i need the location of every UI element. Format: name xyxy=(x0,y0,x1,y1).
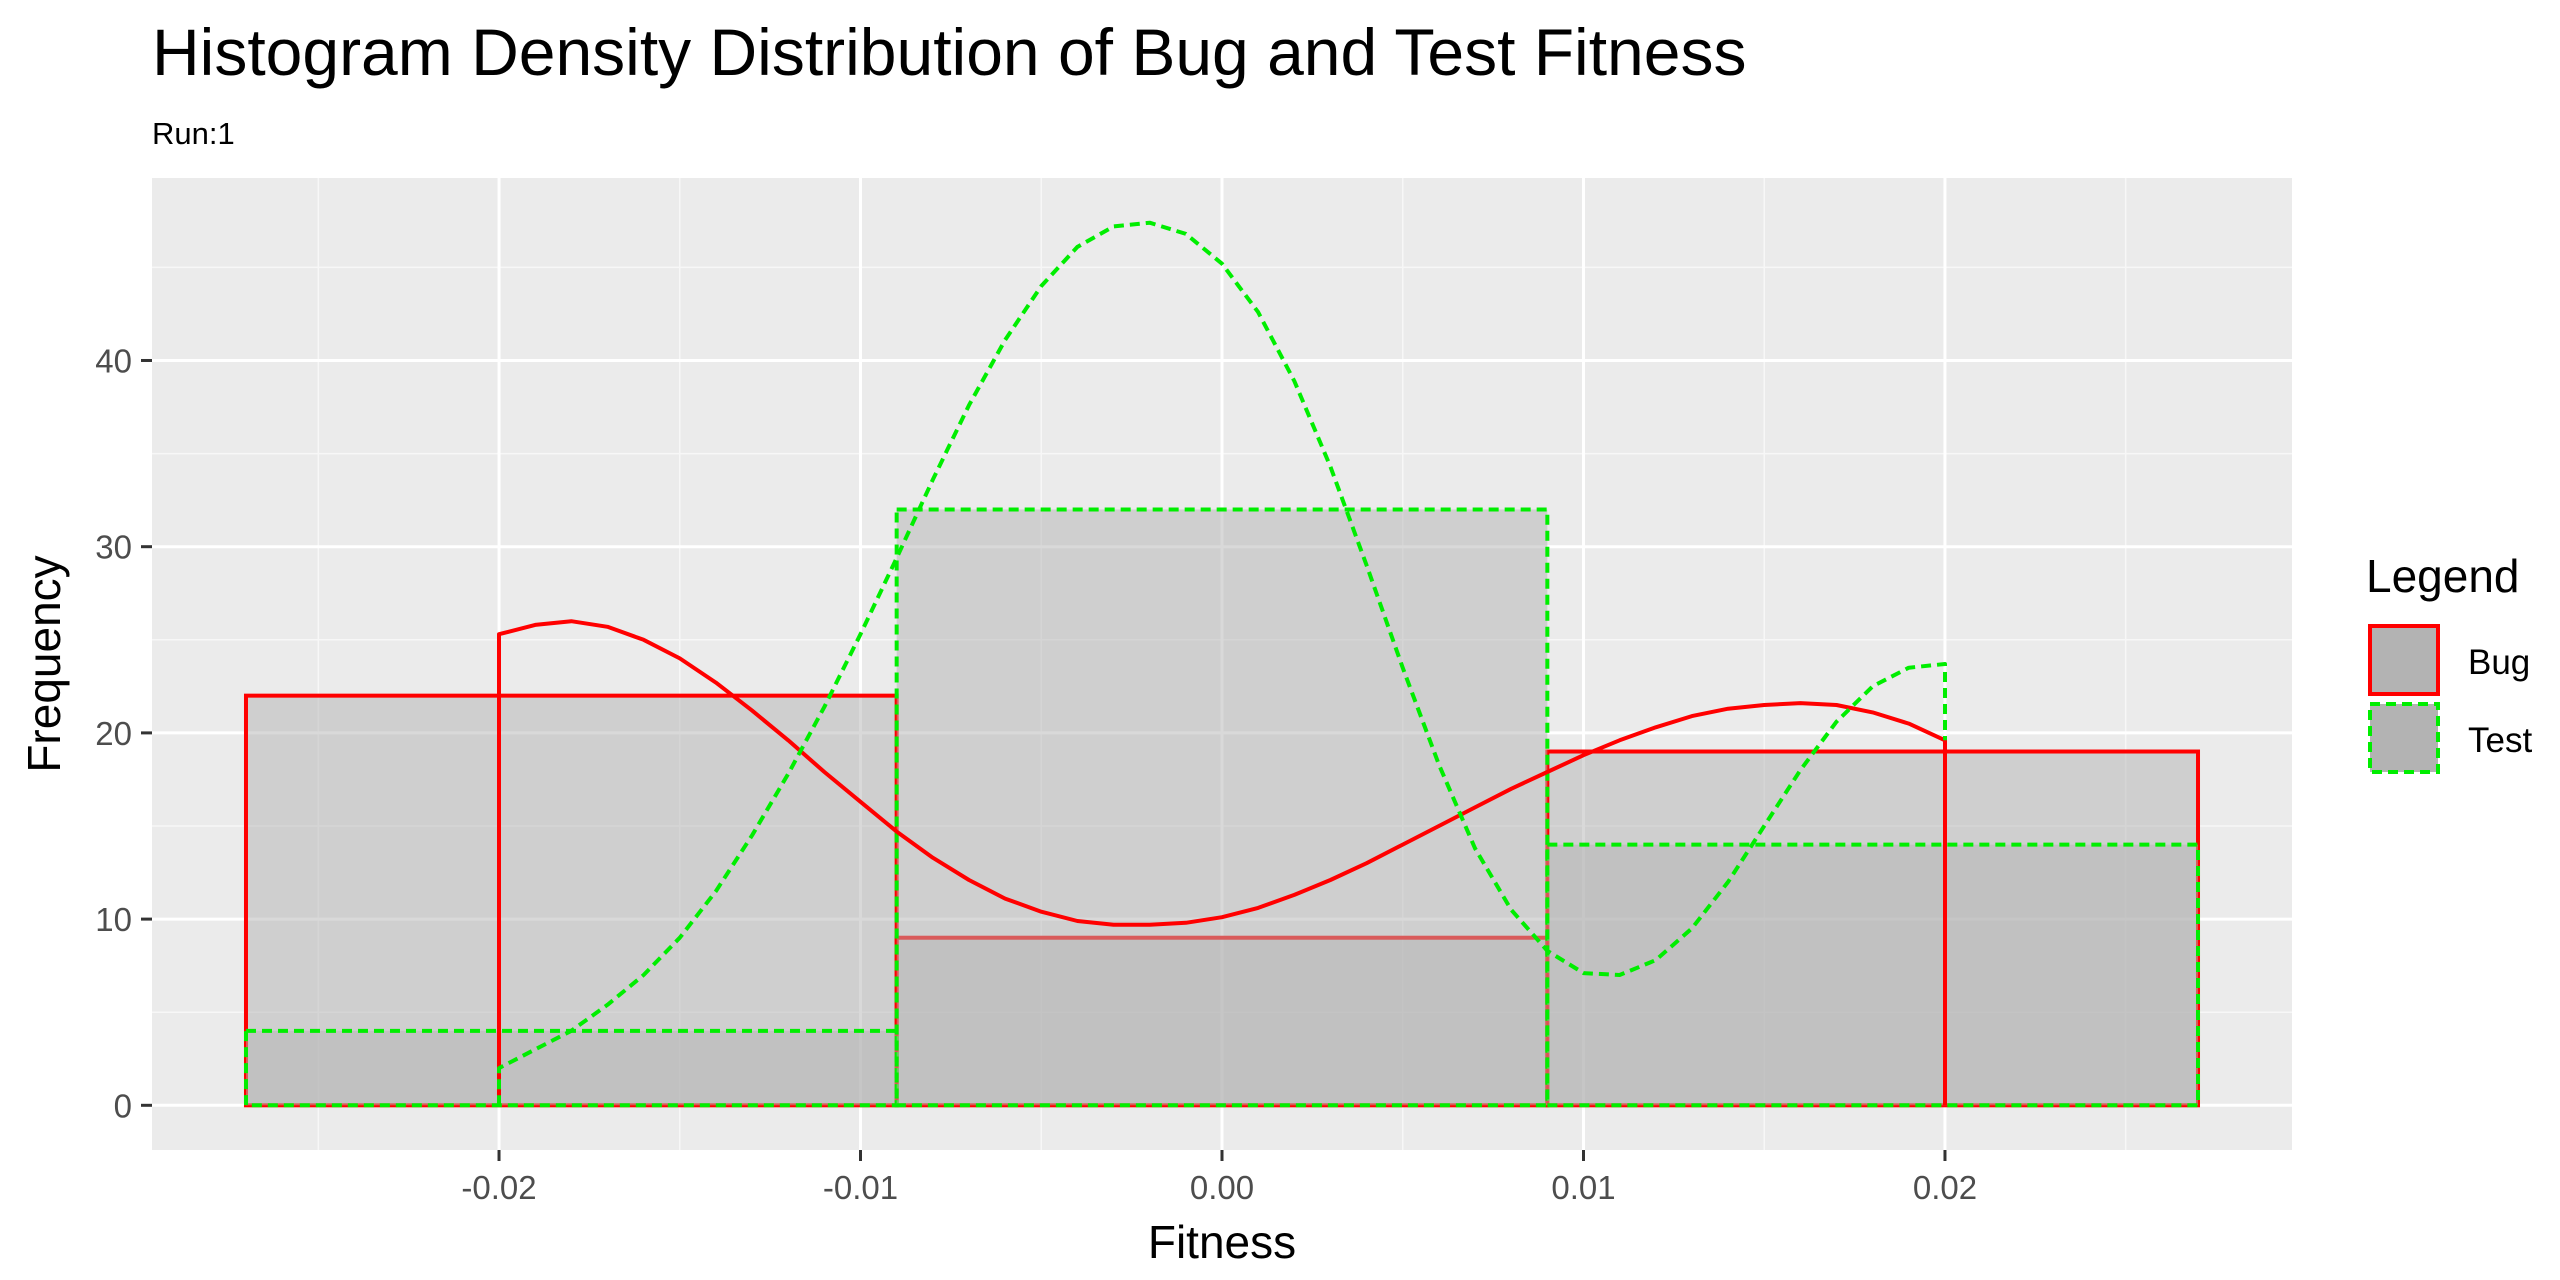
y-axis-title: Frequency xyxy=(18,555,70,772)
test-histogram-bar xyxy=(243,1028,899,1108)
legend-label-test: Test xyxy=(2468,721,2532,760)
axes: -0.02 -0.01 0.00 0.01 0.02 0 10 20 30 40 xyxy=(95,342,1977,1206)
test-histogram-bar xyxy=(894,507,1550,1108)
legend-title: Legend xyxy=(2366,550,2520,602)
x-axis-title: Fitness xyxy=(1148,1216,1296,1268)
x-tick-label: -0.01 xyxy=(823,1169,898,1206)
density-curves xyxy=(497,220,1947,1106)
x-tick-label: 0.01 xyxy=(1551,1169,1615,1206)
histogram-bars xyxy=(243,507,2201,1108)
y-tick-label: 0 xyxy=(114,1087,132,1124)
chart-subtitle: Run:1 xyxy=(152,116,235,151)
x-tick-label: 0.00 xyxy=(1190,1169,1254,1206)
test-histogram-bar xyxy=(1545,842,2201,1108)
y-tick-label: 20 xyxy=(95,715,132,752)
bug-density-curve xyxy=(497,619,1947,1106)
legend: Legend Bug Test xyxy=(2366,550,2532,774)
y-tick-label: 30 xyxy=(95,529,132,566)
y-tick-label: 10 xyxy=(95,901,132,938)
y-tick-label: 40 xyxy=(95,342,132,379)
chart-title: Histogram Density Distribution of Bug an… xyxy=(152,15,1746,89)
test-density-curve xyxy=(497,220,1947,1106)
legend-key-test xyxy=(2368,702,2440,774)
x-tick-label: -0.02 xyxy=(461,1169,536,1206)
legend-key-bug xyxy=(2368,624,2440,696)
x-tick-label: 0.02 xyxy=(1913,1169,1977,1206)
legend-label-bug: Bug xyxy=(2468,643,2530,682)
